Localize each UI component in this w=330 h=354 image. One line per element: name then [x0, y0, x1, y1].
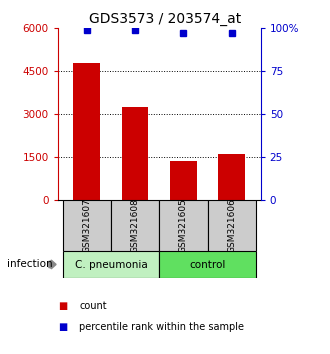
Bar — [63, 200, 111, 251]
Text: GDS3573 / 203574_at: GDS3573 / 203574_at — [89, 12, 241, 27]
Text: percentile rank within the sample: percentile rank within the sample — [79, 322, 244, 332]
Bar — [218, 154, 245, 200]
Text: C. pneumonia: C. pneumonia — [75, 259, 147, 270]
Text: GSM321607: GSM321607 — [82, 198, 91, 253]
Text: GSM321608: GSM321608 — [131, 198, 140, 253]
Text: count: count — [79, 301, 107, 311]
Bar — [159, 251, 256, 278]
Bar — [170, 161, 197, 200]
Text: GSM321606: GSM321606 — [227, 198, 236, 253]
Text: GSM321605: GSM321605 — [179, 198, 188, 253]
Text: infection: infection — [7, 259, 52, 269]
Bar — [63, 251, 159, 278]
Bar — [208, 200, 256, 251]
Bar — [74, 63, 100, 200]
Bar — [111, 200, 159, 251]
Bar — [122, 107, 148, 200]
Bar — [159, 200, 208, 251]
FancyArrow shape — [49, 260, 56, 269]
Text: ■: ■ — [58, 301, 67, 311]
Text: control: control — [189, 259, 226, 270]
Text: ■: ■ — [58, 322, 67, 332]
